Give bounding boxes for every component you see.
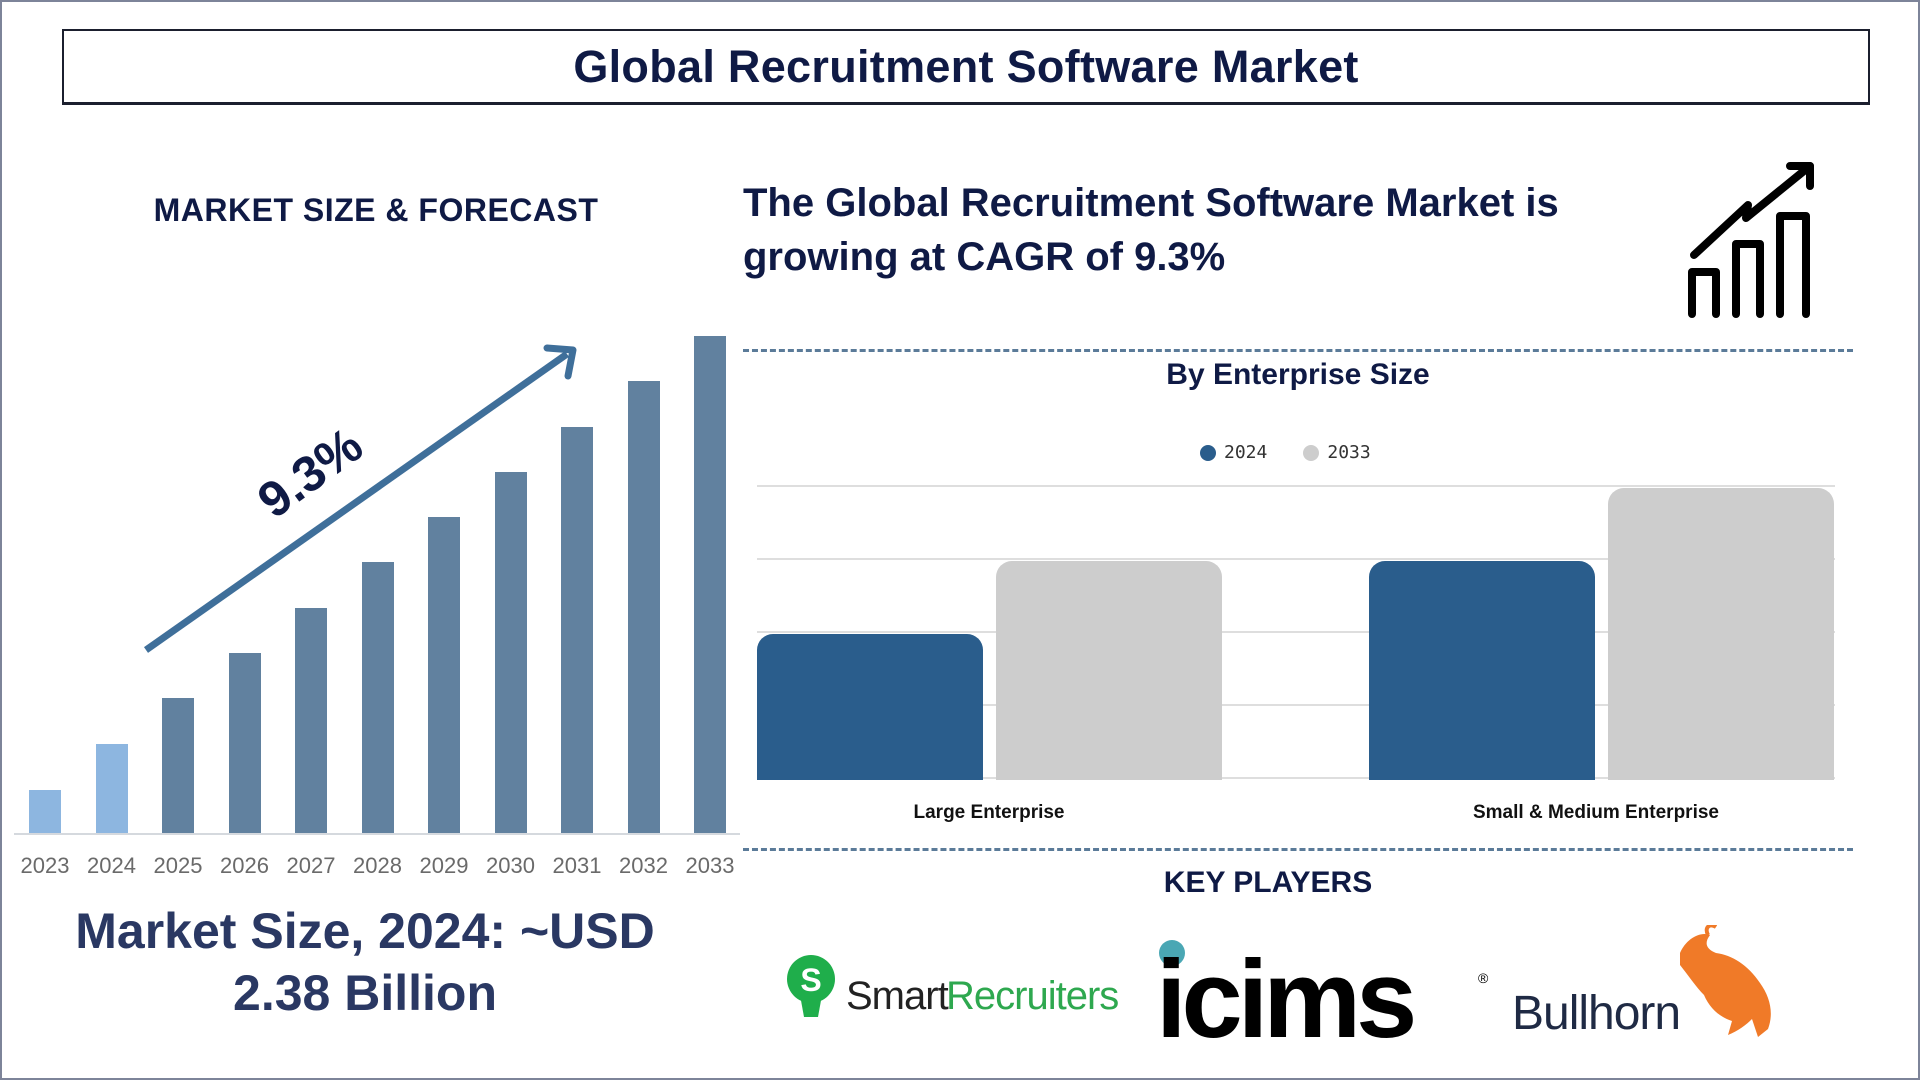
gridline (757, 704, 1835, 706)
page-title: Global Recruitment Software Market (573, 40, 1359, 92)
bar-2028 (361, 562, 394, 833)
legend-dot-icon (1303, 444, 1320, 461)
x-axis-label: 2026 (220, 853, 269, 878)
svg-text:Bullhorn: Bullhorn (1512, 987, 1680, 1040)
gridline (757, 485, 1835, 487)
x-axis-label: 2027 (286, 853, 336, 878)
market-size-2024: Market Size, 2024: ~USD 2.38 Billion (20, 900, 710, 1024)
x-axis-label: 2023 (20, 853, 70, 878)
cagr-statement: The Global Recruitment Software Market i… (743, 181, 1559, 279)
x-axis-line (14, 833, 740, 835)
x-axis-label: 2030 (486, 853, 535, 878)
market-size-line-1: Market Size, 2024: ~USD (75, 903, 655, 959)
key-players-logos: S Smart Recruiters icims ® Bullhorn (787, 925, 1771, 1045)
legend-dot-icon (1200, 444, 1216, 461)
bullhorn-logo: Bullhorn (1512, 925, 1771, 1040)
gridline (757, 558, 1835, 560)
bar-2033 (694, 336, 726, 833)
cagr-label: 9.3% (248, 417, 373, 529)
bar-2024 (757, 634, 983, 780)
x-axis-label: 2033 (685, 853, 735, 878)
category-label-sme: Small & Medium Enterprise (1472, 802, 1719, 823)
bar-2024 (95, 743, 128, 833)
chart-legend: 2024 2033 (1200, 442, 1371, 463)
bar-2029 (428, 517, 460, 833)
svg-text:Recruiters: Recruiters (946, 974, 1118, 1018)
x-axis-label: 2028 (353, 853, 402, 878)
bar-2027 (295, 607, 327, 833)
by-enterprise-size-heading: By Enterprise Size (1166, 358, 1430, 391)
svg-text:icims: icims (1156, 938, 1413, 1045)
svg-text:S: S (800, 962, 821, 998)
enterprise-size-bar-chart (757, 485, 1835, 780)
bar-2033 (1608, 488, 1834, 780)
x-axis-label: 2029 (419, 853, 469, 878)
market-size-forecast-heading: MARKET SIZE & FORECAST (153, 192, 599, 228)
x-axis-label: 2025 (153, 853, 203, 878)
bar-2031 (561, 426, 593, 833)
market-size-bar-chart: 9.3% 2023 2024 2025 2026 2027 2028 2029 2030 203… (12, 320, 740, 880)
bar-2032 (627, 381, 660, 833)
x-axis-label: 2032 (619, 853, 668, 878)
svg-text:Smart: Smart (846, 974, 949, 1018)
bar-2026 (228, 653, 261, 833)
section-divider (743, 349, 1853, 352)
legend-item-2033: 2033 (1303, 442, 1371, 463)
icims-logo: icims ® (1156, 938, 1489, 1045)
x-axis-label: 2031 (552, 853, 602, 878)
svg-text:®: ® (1478, 970, 1489, 986)
bar-2025 (162, 698, 194, 833)
title-banner: Global Recruitment Software Market (62, 29, 1870, 105)
key-players-heading: KEY PLAYERS (1163, 866, 1373, 899)
section-divider (743, 848, 1853, 851)
bar-2024 (1369, 561, 1595, 780)
category-label-large-enterprise: Large Enterprise (913, 802, 1065, 823)
legend-item-2024: 2024 (1200, 442, 1267, 463)
gridline (757, 777, 1835, 779)
smartrecruiters-logo: S Smart Recruiters (787, 955, 1119, 1018)
bar-2030 (494, 471, 527, 833)
x-axis-label: 2024 (87, 853, 136, 878)
market-size-value: 2.38 Billion (233, 965, 497, 1021)
growth-chart-icon (1688, 162, 1814, 318)
gridline (757, 631, 1835, 633)
bar-2033 (996, 561, 1222, 780)
bar-2023 (29, 790, 61, 833)
